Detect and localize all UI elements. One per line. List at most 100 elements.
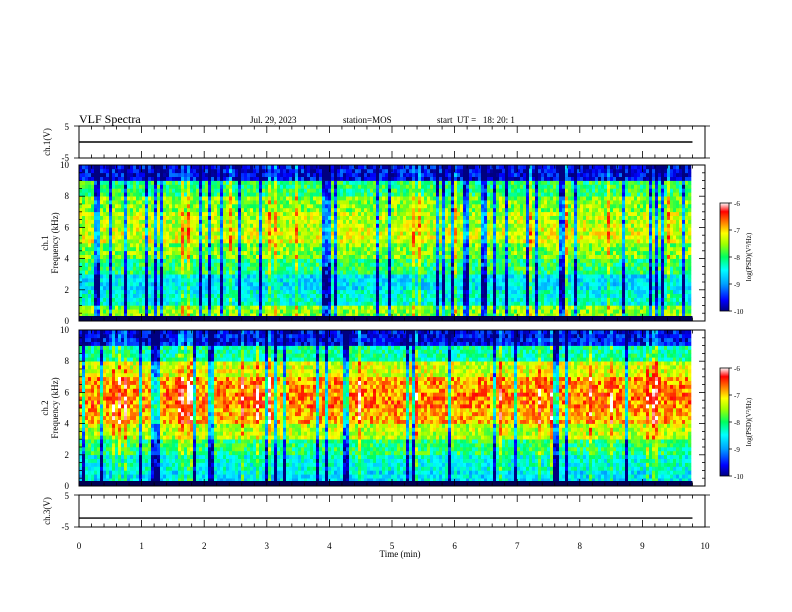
spectrogram-cell [379, 231, 383, 236]
spectrogram-cell [313, 246, 317, 252]
spectrogram-cell [409, 204, 413, 209]
spectrogram-cell [217, 188, 221, 193]
spectrogram-cell [265, 223, 269, 228]
spectrogram-cell [172, 215, 176, 220]
spectrogram-cell [358, 207, 362, 213]
spectrogram-cell [289, 262, 293, 267]
spectrogram-cell [217, 313, 221, 318]
spectrogram-cell [112, 215, 116, 220]
spectrogram-cell [220, 235, 224, 240]
spectrogram-cell [166, 309, 170, 314]
spectrogram-cell [349, 313, 353, 318]
spectrogram-cell [241, 215, 245, 220]
spectrogram-cell [340, 297, 344, 302]
spectrogram-cell [415, 204, 419, 209]
spectrogram-cell [424, 258, 428, 263]
spectrogram-cell [148, 243, 152, 248]
spectrogram-cell [172, 227, 176, 232]
spectrogram-cell [382, 219, 386, 224]
spectrogram-cell [349, 246, 353, 252]
spectrogram-cell [256, 235, 260, 240]
spectrogram-cell [229, 274, 233, 279]
spectrogram-cell [157, 278, 161, 283]
spectrogram-cell [427, 250, 431, 255]
spectrogram-cell [196, 168, 200, 174]
spectrogram-cell [172, 196, 176, 201]
spectrogram-cell [169, 278, 173, 283]
spectrogram-cell [310, 246, 314, 252]
spectrogram-cell [436, 282, 440, 287]
spectrogram-cell [166, 235, 170, 240]
spectrogram-cell [241, 188, 245, 193]
spectrogram-cell [346, 250, 350, 255]
spectrogram-cell [310, 239, 314, 244]
spectrogram-cell [370, 282, 374, 287]
spectrogram-cell [148, 227, 152, 232]
spectrogram-cell [382, 207, 386, 213]
spectrogram-cell [406, 297, 410, 302]
spectrogram-cell [127, 309, 131, 314]
spectrogram-cell [289, 172, 293, 177]
spectrogram-cell [328, 266, 332, 271]
spectrogram-cell [145, 309, 149, 314]
spectrogram-cell [427, 223, 431, 228]
spectrogram-cell [433, 207, 437, 213]
spectrogram-cell [172, 266, 176, 271]
spectrogram-cell [349, 254, 353, 259]
spectrogram-cell [199, 285, 203, 291]
spectrogram-cell [145, 165, 149, 170]
spectrogram-cell [118, 192, 122, 197]
spectrogram-cell [436, 301, 440, 306]
spectrogram-cell [85, 250, 89, 255]
spectrogram-cell [244, 285, 248, 291]
spectrogram-cell [199, 235, 203, 240]
spectrogram-cell [379, 172, 383, 177]
spectrogram-cell [397, 184, 401, 189]
spectrogram-cell [178, 219, 182, 224]
spectrogram-cell [220, 285, 224, 291]
spectrogram-cell [403, 254, 407, 259]
spectrogram-cell [271, 231, 275, 236]
spectrogram-cell [163, 172, 167, 177]
spectrogram-cell [418, 266, 422, 271]
spectrogram-cell [337, 231, 341, 236]
spectrogram-cell [340, 172, 344, 177]
spectrogram-cell [169, 207, 173, 213]
spectrogram-cell [247, 239, 251, 244]
spectrogram-cell [151, 219, 155, 224]
spectrogram-cell [220, 258, 224, 263]
spectrogram-cell [271, 219, 275, 224]
spectrogram-cell [292, 305, 296, 310]
spectrogram-cell [259, 305, 263, 310]
spectrogram-cell [310, 250, 314, 255]
spectrogram-cell [88, 278, 92, 283]
spectrogram-cell [217, 196, 221, 201]
spectrogram-cell [223, 278, 227, 283]
spectrogram-cell [265, 211, 269, 216]
spectrogram-cell [172, 200, 176, 205]
spectrogram-cell [178, 204, 182, 209]
spectrogram-cell [121, 293, 125, 298]
spectrogram-cell [328, 293, 332, 298]
spectrogram-cell [268, 215, 272, 220]
spectrogram-cell [439, 305, 443, 310]
spectrogram-cell [292, 192, 296, 197]
spectrogram-cell [241, 305, 245, 310]
spectrogram-cell [85, 278, 89, 283]
spectrogram-cell [355, 188, 359, 193]
spectrogram-cell [154, 289, 158, 294]
spectrogram-cell [241, 192, 245, 197]
spectrogram-cell [169, 313, 173, 318]
spectrogram-cell [346, 278, 350, 283]
spectrogram-cell [337, 266, 341, 271]
spectrogram-cell [367, 309, 371, 314]
spectrogram-cell [277, 266, 281, 271]
spectrogram-cell [184, 313, 188, 318]
spectrogram-cell [400, 282, 404, 287]
spectrogram-cell [229, 227, 233, 232]
spectrogram-cell [394, 211, 398, 216]
spectrogram-cell [151, 289, 155, 294]
spectrogram-cell [124, 168, 128, 174]
spectrogram-cell [406, 231, 410, 236]
spectrogram-cell [253, 301, 257, 306]
